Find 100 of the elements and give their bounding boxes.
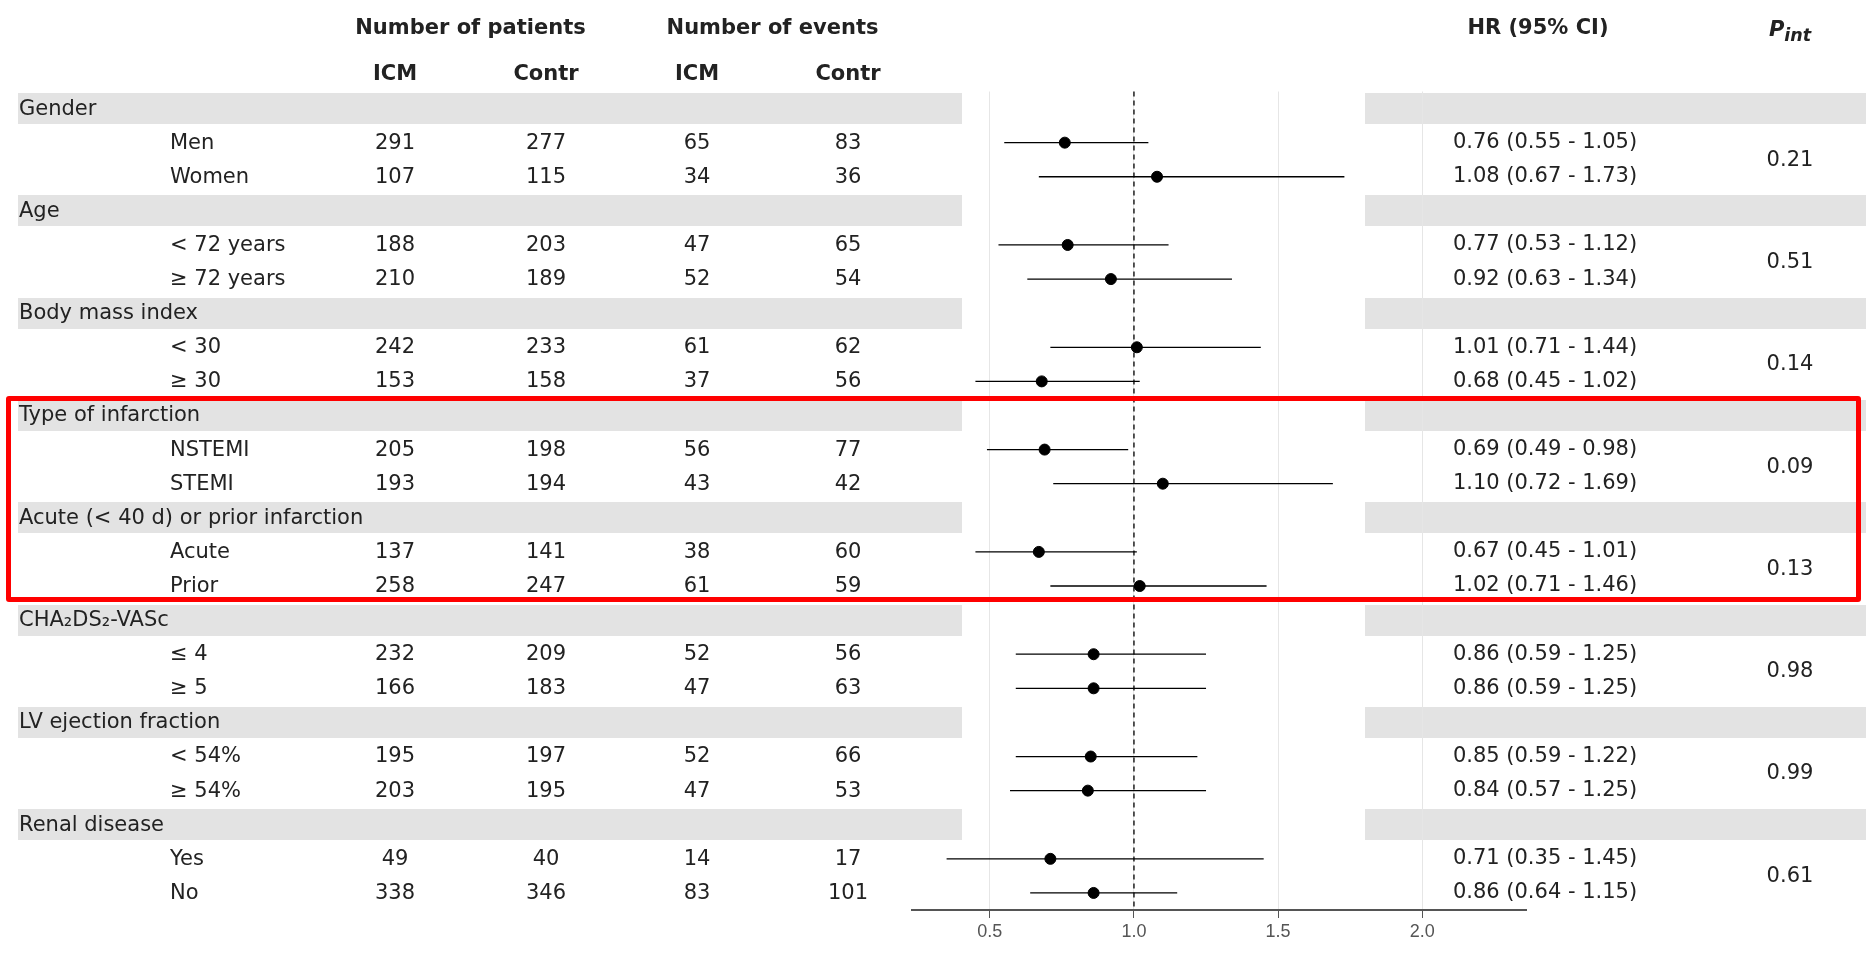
data-label: 38 <box>683 538 711 563</box>
data-label: 0.14 <box>1766 351 1814 376</box>
data-label: 203 <box>374 777 416 802</box>
data-label: 0.85 (0.59 - 1.22) <box>1452 742 1638 767</box>
point <box>1087 648 1100 661</box>
point <box>1151 170 1164 183</box>
category-label: ≥ 72 years <box>170 266 286 290</box>
data-label: 63 <box>834 675 862 700</box>
data-label: 194 <box>525 470 567 495</box>
data-label: 346 <box>525 879 567 904</box>
chart-title: HR (95% CI) <box>1467 15 1609 39</box>
category-label: Prior <box>170 572 219 597</box>
data-label: 42 <box>834 470 862 495</box>
data-label: 247 <box>525 572 567 597</box>
data-label: 0.67 (0.45 - 1.01) <box>1452 538 1638 563</box>
point <box>1133 580 1146 593</box>
x-tick-label: 1.0 <box>1121 920 1147 941</box>
point <box>1084 750 1097 763</box>
data-label: 59 <box>834 572 862 597</box>
text: Number of patients <box>355 15 586 39</box>
category-label: < 30 <box>170 334 221 359</box>
category-label: ≥ 30 <box>170 368 221 393</box>
data-label: 232 <box>374 641 416 666</box>
data-label: 52 <box>683 266 711 290</box>
text: Number of events <box>666 15 879 39</box>
category-label: ≥ 5 <box>170 675 208 700</box>
data-label: 242 <box>374 334 416 359</box>
data-label: 34 <box>683 163 711 188</box>
data-label: 0.98 <box>1766 658 1814 683</box>
data-label: 83 <box>683 879 711 904</box>
text: Contr <box>815 61 881 85</box>
point <box>1044 852 1057 865</box>
data-label: 195 <box>374 743 416 768</box>
category-label: Body mass index <box>19 300 199 325</box>
category-label: Yes <box>170 845 204 870</box>
data-label: 209 <box>525 641 567 666</box>
category-label: Gender <box>19 95 97 120</box>
category-label: Men <box>170 129 215 154</box>
data-label: 1.01 (0.71 - 1.44) <box>1452 333 1638 358</box>
data-label: 47 <box>683 675 711 700</box>
data-label: 0.21 <box>1766 146 1814 171</box>
data-label: 0.13 <box>1766 555 1814 580</box>
point <box>1130 341 1143 354</box>
data-label: 53 <box>834 777 862 802</box>
data-label: 1.10 (0.72 - 1.69) <box>1452 470 1638 495</box>
data-label: 61 <box>683 334 711 359</box>
point <box>1058 136 1071 149</box>
text: Contr <box>513 61 579 85</box>
category-label: No <box>170 879 199 904</box>
point <box>1081 784 1094 797</box>
data-label: 153 <box>374 368 416 393</box>
category-label: Acute <box>170 538 231 563</box>
category-label: Age <box>19 197 60 222</box>
category-label: Type of infarction <box>19 402 201 427</box>
data-label: 47 <box>683 777 711 802</box>
text: P$_{int}$ <box>1768 17 1812 46</box>
point <box>1087 886 1100 899</box>
data-label: 56 <box>834 641 862 666</box>
data-label: 101 <box>827 879 869 904</box>
data-label: 54 <box>834 266 862 290</box>
point <box>1038 443 1051 456</box>
data-label: 141 <box>525 538 567 563</box>
data-label: 0.51 <box>1766 248 1814 273</box>
data-label: 210 <box>374 266 416 290</box>
category-label: NSTEMI <box>170 436 250 461</box>
point <box>1032 545 1045 558</box>
x-tick-label: 2.0 <box>1409 920 1435 941</box>
point <box>1104 273 1117 286</box>
data-label: 0.61 <box>1766 862 1814 887</box>
data-label: 0.86 (0.64 - 1.15) <box>1452 879 1638 904</box>
data-label: 115 <box>525 163 567 188</box>
data-label: 0.86 (0.59 - 1.25) <box>1452 640 1638 665</box>
data-label: 0.69 (0.49 - 0.98) <box>1452 436 1638 461</box>
data-label: 65 <box>834 231 862 256</box>
data-label: 205 <box>374 436 416 461</box>
data-label: 77 <box>834 436 862 461</box>
data-label: 188 <box>374 231 416 256</box>
data-label: 52 <box>683 641 711 666</box>
category-label: Women <box>170 163 250 188</box>
data-label: 36 <box>834 163 862 188</box>
data-label: 158 <box>525 368 567 393</box>
x-tick-label: 1.5 <box>1265 920 1291 941</box>
data-label: 203 <box>525 231 567 256</box>
data-label: 37 <box>683 368 711 393</box>
data-label: 62 <box>834 334 862 359</box>
data-label: 17 <box>834 845 862 870</box>
data-label: 0.71 (0.35 - 1.45) <box>1452 845 1638 870</box>
category-label: < 72 years <box>170 231 286 256</box>
text: ICM <box>674 61 720 85</box>
data-label: 0.92 (0.63 - 1.34) <box>1452 265 1638 290</box>
data-label: 43 <box>683 470 711 495</box>
data-label: 258 <box>374 572 416 597</box>
data-label: 0.09 <box>1766 453 1814 478</box>
data-label: 83 <box>834 129 862 154</box>
data-label: 60 <box>834 538 862 563</box>
data-label: 198 <box>525 436 567 461</box>
data-label: 0.77 (0.53 - 1.12) <box>1452 231 1638 256</box>
x-tick-label: 0.5 <box>977 920 1003 941</box>
data-label: 0.99 <box>1766 760 1814 785</box>
category-label: Acute (< 40 d) or prior infarction <box>19 504 364 529</box>
